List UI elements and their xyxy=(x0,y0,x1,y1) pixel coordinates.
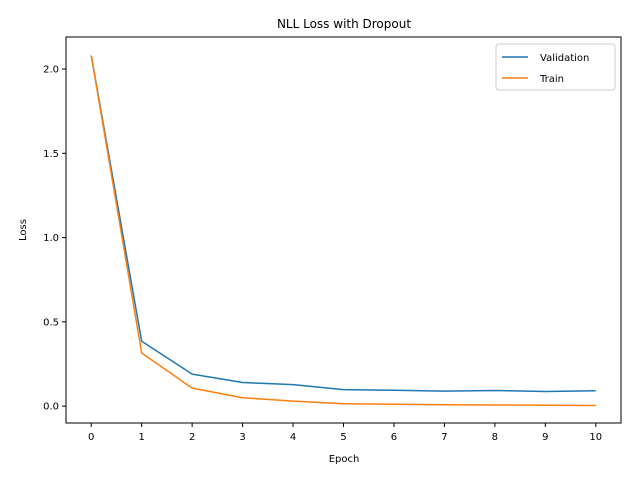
y-tick-label: 2.0 xyxy=(43,65,59,76)
y-axis-ticks: 0.0 0.5 1.0 1.5 2.0 xyxy=(43,65,66,413)
x-tick-label: 5 xyxy=(340,432,346,443)
x-tick-label: 4 xyxy=(290,432,296,443)
y-tick-label: 1.0 xyxy=(43,233,59,244)
y-tick-label: 0.0 xyxy=(43,402,59,413)
y-tick-label: 0.5 xyxy=(43,317,59,328)
plot-lines xyxy=(90,55,596,407)
x-tick-label: 10 xyxy=(589,432,602,443)
x-tick-label: 9 xyxy=(542,432,548,443)
legend-label-validation: Validation xyxy=(540,53,589,64)
chart-title: NLL Loss with Dropout xyxy=(277,17,411,31)
x-tick-label: 3 xyxy=(239,432,245,443)
legend-label-train: Train xyxy=(539,74,564,85)
y-axis-label: Loss xyxy=(18,219,29,241)
x-axis-ticks: 0 1 2 3 4 5 6 7 8 9 10 xyxy=(88,423,602,443)
plot-frame xyxy=(65,36,622,424)
x-axis-label: Epoch xyxy=(329,454,360,465)
x-tick-label: 0 xyxy=(88,432,94,443)
x-tick-label: 2 xyxy=(189,432,195,443)
y-tick-label: 1.5 xyxy=(43,149,59,160)
series-line-validation xyxy=(90,55,596,393)
series-line-train xyxy=(90,55,596,407)
x-tick-label: 7 xyxy=(441,432,447,443)
x-tick-label: 8 xyxy=(492,432,498,443)
legend: Validation Train xyxy=(495,43,616,91)
x-tick-label: 6 xyxy=(391,432,397,443)
x-tick-label: 1 xyxy=(138,432,144,443)
